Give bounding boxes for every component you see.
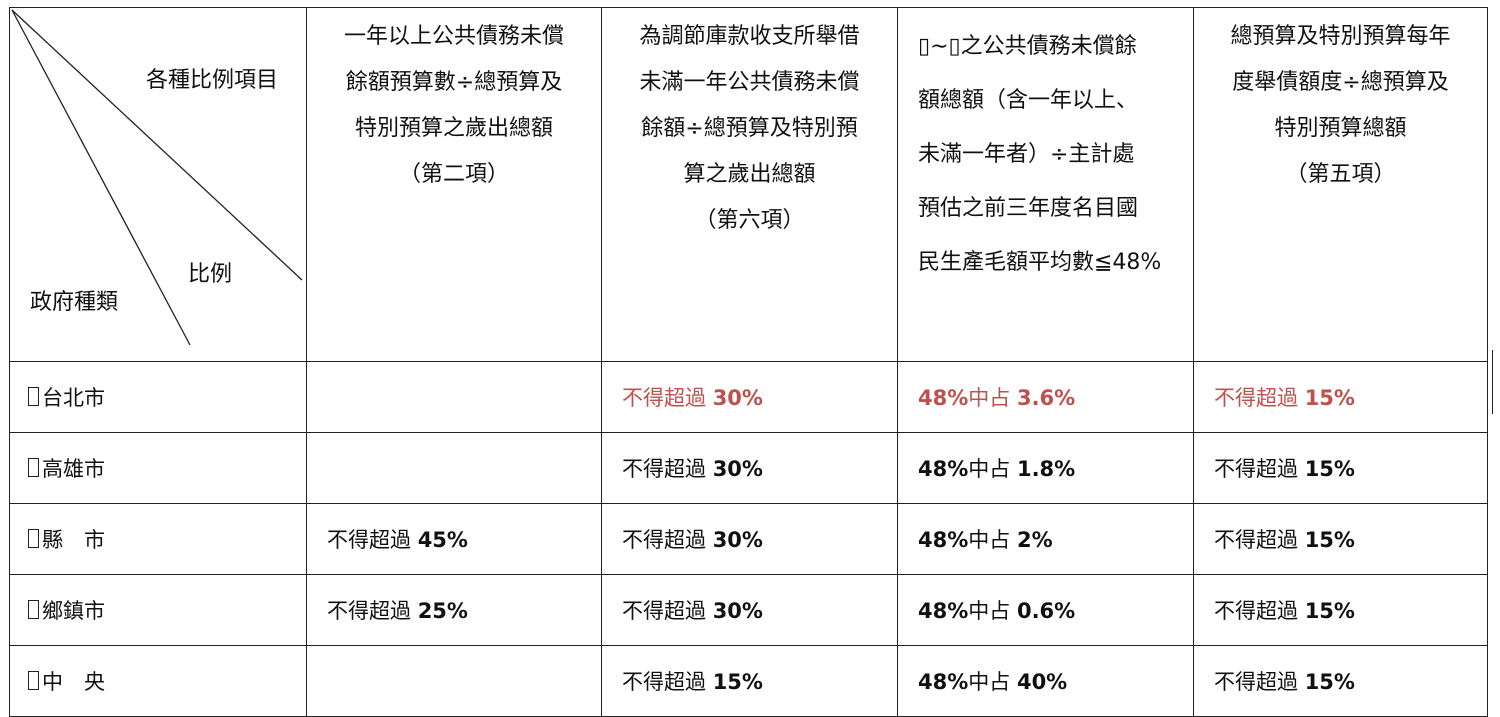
header-row: 各種比例項目 比例 政府種類 一年以上公共債務未償 餘額預算數÷總預算及 特別預…: [9, 7, 1488, 362]
header-line: 一年以上公共債務未償: [343, 24, 564, 49]
header-line: 餘額÷總預算及特別預: [641, 116, 858, 141]
header-line: 為調節庫款收支所舉借: [639, 24, 860, 49]
percent-value: 15%: [1304, 457, 1355, 481]
percent-value: 25%: [417, 599, 468, 623]
value-cell: 48%中占 3.6%: [897, 361, 1194, 433]
corner-gov-label: 政府種類: [30, 290, 119, 315]
table-row: 中 央 不得超過 15% 48%中占 40% 不得超過 15%: [9, 645, 1488, 717]
percent-value: 15%: [1304, 528, 1355, 552]
value-cell: [306, 432, 602, 504]
percent-value: 0.6%: [1016, 599, 1076, 623]
value-cell: 不得超過 15%: [601, 645, 898, 717]
header-line: 特別預算總額: [1274, 116, 1407, 141]
column-header-item-5: 總預算及特別預算每年 度舉債額度÷總預算及 特別預算總額 （第五項）: [1193, 7, 1488, 362]
percent-value: 15%: [1304, 670, 1355, 694]
percent-value: 1.8%: [1016, 457, 1076, 481]
percent-value: 48%: [918, 528, 969, 552]
column-header-item-6: 為調節庫款收支所舉借 未滿一年公共債務未償 餘額÷總預算及特別預 算之歲出總額 …: [601, 7, 898, 362]
header-line: 餘額預算數÷總預算及: [345, 70, 563, 95]
value-cell: 不得超過 15%: [1193, 503, 1488, 575]
value-cell: 不得超過 30%: [601, 361, 898, 433]
gov-type-name: 縣 市: [42, 528, 105, 552]
checkbox-square-icon: [28, 529, 39, 548]
table-row: 鄉鎮市 不得超過 25% 不得超過 30% 48%中占 0.6% 不得超過 15…: [9, 574, 1488, 646]
gov-type-cell: 高雄市: [9, 432, 307, 504]
value-cell: 不得超過 30%: [601, 432, 898, 504]
value-cell: 48%中占 0.6%: [897, 574, 1194, 646]
header-line: （第五項）: [1285, 162, 1396, 187]
value-cell: 48%中占 1.8%: [897, 432, 1194, 504]
header-line: 度舉債額度÷總預算及: [1232, 70, 1449, 95]
margin-rule: [1492, 350, 1493, 414]
percent-value: 30%: [712, 599, 763, 623]
percent-value: 15%: [1304, 386, 1355, 410]
header-line: 特別預算之歲出總額: [354, 116, 553, 141]
value-cell: 不得超過 15%: [1193, 645, 1488, 717]
percent-value: 48%: [918, 386, 969, 410]
header-line: ▯∼▯之公共債務未償餘: [918, 34, 1137, 59]
table-row: 縣 市 不得超過 45% 不得超過 30% 48%中占 2% 不得超過 15%: [9, 503, 1488, 575]
header-line: 預估之前三年度名目國: [918, 196, 1139, 221]
column-header-item-2: 一年以上公共債務未償 餘額預算數÷總預算及 特別預算之歲出總額 （第二項）: [306, 7, 602, 362]
header-line: 未滿一年者）÷主計處: [918, 142, 1135, 167]
gov-type-name: 台北市: [42, 386, 105, 410]
header-line: 民生產毛額平均數≦48%: [918, 250, 1162, 275]
gov-type-name: 鄉鎮市: [42, 599, 105, 623]
percent-value: 48%: [918, 457, 969, 481]
percent-value: 48%: [918, 670, 969, 694]
debt-ratio-table: 各種比例項目 比例 政府種類 一年以上公共債務未償 餘額預算數÷總預算及 特別預…: [9, 7, 1488, 717]
table-row: 高雄市 不得超過 30% 48%中占 1.8% 不得超過 15%: [9, 432, 1488, 504]
value-cell: [306, 645, 602, 717]
corner-items-label: 各種比例項目: [145, 68, 278, 93]
column-header-gnp-ratio: ▯∼▯之公共債務未償餘 額總額（含一年以上、 未滿一年者）÷主計處 預估之前三年…: [897, 7, 1194, 362]
percent-value: 3.6%: [1016, 386, 1076, 410]
gov-type-cell: 鄉鎮市: [9, 574, 307, 646]
value-cell: 48%中占 2%: [897, 503, 1194, 575]
value-cell: 不得超過 45%: [306, 503, 602, 575]
table-row: 台北市 不得超過 30% 48%中占 3.6% 不得超過 15%: [9, 361, 1488, 433]
percent-value: 15%: [1304, 599, 1355, 623]
gov-type-cell: 台北市: [9, 361, 307, 433]
header-line: 總預算及特別預算每年: [1230, 24, 1451, 49]
percent-value: 45%: [417, 528, 468, 552]
percent-value: 15%: [712, 670, 763, 694]
gov-type-name: 高雄市: [42, 457, 105, 481]
gov-type-cell: 中 央: [9, 645, 307, 717]
value-cell: 不得超過 25%: [306, 574, 602, 646]
checkbox-square-icon: [28, 387, 39, 406]
header-line: （第六項）: [694, 208, 805, 233]
gov-type-cell: 縣 市: [9, 503, 307, 575]
corner-diagonals: [11, 9, 303, 346]
value-cell: 48%中占 40%: [897, 645, 1194, 717]
gov-type-name: 中 央: [42, 670, 105, 694]
checkbox-square-icon: [28, 458, 39, 477]
corner-cell: 各種比例項目 比例 政府種類: [9, 7, 307, 362]
value-cell: [306, 361, 602, 433]
percent-value: 48%: [918, 599, 969, 623]
value-cell: 不得超過 30%: [601, 574, 898, 646]
header-line: 額總額（含一年以上、: [918, 88, 1139, 113]
percent-value: 40%: [1016, 670, 1068, 694]
percent-value: 30%: [712, 528, 763, 552]
percent-value: 30%: [712, 386, 763, 410]
value-cell: 不得超過 15%: [1193, 432, 1488, 504]
percent-value: 30%: [712, 457, 763, 481]
corner-ratio-label: 比例: [188, 262, 233, 287]
header-line: 未滿一年公共債務未償: [639, 70, 860, 95]
value-cell: 不得超過 15%: [1193, 574, 1488, 646]
checkbox-square-icon: [28, 600, 39, 619]
value-cell: 不得超過 30%: [601, 503, 898, 575]
percent-value: 2%: [1016, 528, 1053, 552]
value-cell: 不得超過 15%: [1193, 361, 1488, 433]
header-line: 算之歲出總額: [683, 162, 816, 187]
header-line: （第二項）: [398, 162, 509, 187]
checkbox-square-icon: [28, 671, 39, 690]
